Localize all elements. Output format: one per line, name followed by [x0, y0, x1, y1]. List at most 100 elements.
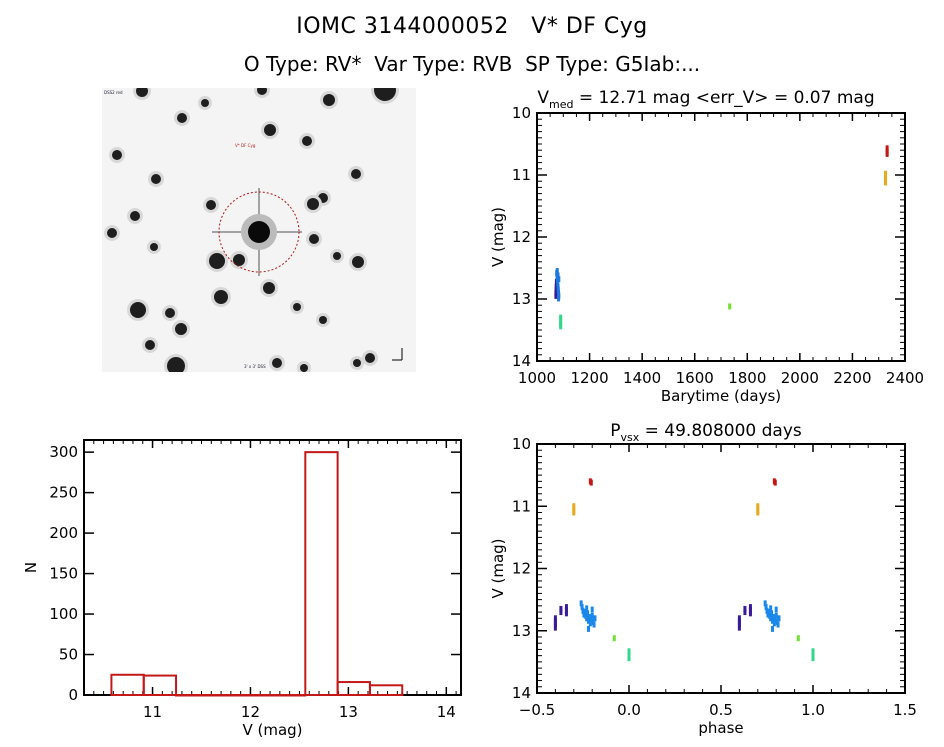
data-point-group-blue [769, 605, 773, 612]
star [300, 364, 308, 372]
x-tick-label: 12 [241, 703, 260, 721]
x-axis-label: Barytime (days) [661, 387, 781, 405]
data-point-group-blue [579, 600, 583, 607]
data-point-group-blue [585, 615, 589, 622]
histogram-bar [207, 694, 242, 697]
x-tick-label: 1600 [676, 369, 714, 387]
data-point-group-blue [588, 620, 592, 627]
data-point-group-teal [811, 655, 815, 662]
star [167, 357, 185, 372]
data-point-group-blue [774, 612, 778, 619]
histogram-chart: 11 12 13 14 0 50 100 150 200 250 300 V (mag) N [22, 439, 462, 739]
data-point-group-blue [777, 615, 781, 622]
star [352, 256, 364, 268]
star [323, 94, 335, 106]
data-point-group-blue [771, 617, 775, 624]
data-point-group-red [885, 145, 889, 152]
y-tick-label: 0 [68, 686, 78, 704]
x-tick-label: 13 [339, 703, 358, 721]
y-tick-label: 150 [49, 565, 78, 583]
histogram-bar [336, 681, 371, 696]
data-point-group-teal [559, 314, 563, 321]
data-point-group-orange [756, 509, 760, 516]
data-point-group-blue [556, 283, 560, 290]
data-point-group-teal [559, 317, 563, 324]
lightcurve-chart: 1000 1200 1400 1600 1800 2000 2200 2400 10 11 12 13… [489, 88, 924, 405]
x-tick-label: 14 [437, 703, 456, 721]
data-point-group-blue [583, 609, 587, 616]
y-tick-label: 14 [512, 352, 531, 370]
target-star [248, 221, 270, 243]
data-point-group-blue [587, 614, 591, 621]
data-point-group-purple [748, 604, 752, 611]
data-point-group-blue [587, 617, 591, 624]
data-point-group-purple [564, 610, 568, 617]
star [136, 88, 148, 97]
data-point-group-blue [556, 286, 560, 293]
y-tick-label: 14 [512, 684, 531, 702]
data-point-group-purple [564, 607, 568, 614]
data-point-group-blue [592, 621, 596, 628]
data-point-group-blue [585, 605, 589, 612]
data-point-group-purple [554, 289, 558, 296]
star [214, 290, 228, 304]
data-point-group-purple [553, 621, 557, 628]
data-point-group-blue [593, 615, 597, 622]
star [130, 211, 140, 221]
star [206, 200, 216, 210]
data-point-group-blue [587, 625, 591, 632]
data-point-group-blue [590, 606, 594, 613]
star [272, 358, 282, 368]
data-point-group-blue [557, 276, 561, 283]
star [374, 88, 396, 101]
data-point-group-purple [554, 292, 558, 299]
y-tick-label: 100 [49, 605, 78, 623]
data-point-group-green [796, 635, 800, 642]
plot-title: Pvsx = 49.808000 days [610, 421, 802, 444]
x-tick-label: 1400 [623, 369, 661, 387]
star [145, 340, 155, 350]
y-tick-label: 13 [512, 290, 531, 308]
y-tick-label: 11 [512, 166, 531, 184]
x-tick-label: 2400 [886, 369, 924, 387]
data-point-group-red [589, 479, 593, 486]
star [175, 323, 187, 335]
star [302, 136, 312, 146]
star [257, 88, 267, 95]
x-tick-label: 1800 [728, 369, 766, 387]
data-point-group-blue [767, 609, 771, 616]
y-tick-label: 200 [49, 524, 78, 542]
data-point-group-purple [554, 283, 558, 290]
data-point-group-orange [884, 170, 888, 177]
data-point-group-orange [572, 506, 576, 513]
data-point-group-blue [771, 614, 775, 621]
target-label: V* DF Cyg [235, 143, 256, 148]
star [307, 198, 319, 210]
star [263, 282, 275, 294]
data-point-group-red [885, 150, 889, 157]
data-point-group-orange [572, 503, 576, 510]
data-point-group-orange [572, 509, 576, 516]
histogram-bar [239, 694, 274, 697]
data-point-group-blue [764, 604, 768, 611]
data-point-group-orange [884, 179, 888, 186]
star [365, 353, 375, 363]
chart-title: IOMC 3144000052 V* DF Cyg [296, 14, 648, 39]
x-tick-label: 2000 [781, 369, 819, 387]
star [177, 113, 187, 123]
data-point-group-purple [559, 605, 563, 612]
histogram-bar [110, 673, 145, 696]
x-tick-label: 1000 [518, 369, 556, 387]
histogram-bar [142, 674, 178, 696]
data-point-group-blue [590, 612, 594, 619]
y-tick-label: 11 [512, 497, 531, 515]
data-point-group-green [612, 635, 616, 642]
star [151, 174, 161, 184]
phased-chart: −0.5 0.0 0.5 1.0 1.5 10 11 12 13 14 phase V (mag) Pv… [489, 421, 917, 737]
y-tick-label: 300 [49, 443, 78, 461]
chart-subtitle: O Type: RV* Var Type: RVB SP Type: G5Iab… [243, 52, 701, 76]
data-point-group-purple [553, 618, 557, 625]
x-tick-label: 0.5 [709, 701, 733, 719]
plot-frame [536, 112, 906, 362]
